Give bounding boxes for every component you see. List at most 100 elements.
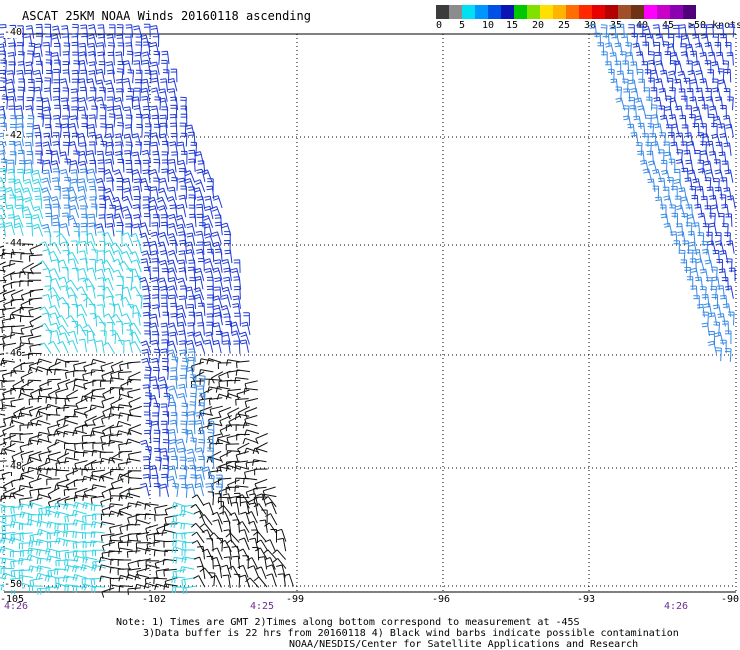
wind-barb: [137, 558, 151, 568]
wind-barb: [694, 276, 704, 291]
wind-barb: [18, 542, 33, 550]
colorbar-swatch: [540, 5, 553, 19]
wind-barb: [653, 41, 661, 56]
wind-barb: [219, 415, 232, 427]
wind-barb: [241, 321, 251, 336]
wind-barb: [179, 349, 188, 363]
wind-barb: [92, 442, 106, 450]
wind-barb: [179, 566, 195, 574]
wind-barb: [161, 529, 177, 536]
wind-barb: [234, 377, 249, 384]
wind-barb: [223, 276, 232, 291]
wind-barb: [180, 185, 187, 200]
wind-barb: [716, 259, 723, 273]
wind-barb: [185, 241, 195, 255]
wind-barb: [109, 24, 116, 38]
wind-barb: [133, 196, 141, 210]
wind-barb: [68, 205, 80, 219]
wind-barb: [692, 34, 701, 48]
wind-barb: [679, 115, 687, 129]
wind-barb: [277, 537, 287, 552]
wind-barb: [38, 387, 53, 397]
wind-barb: [211, 231, 222, 245]
wind-barb: [9, 550, 24, 558]
wind-barb: [221, 294, 231, 308]
wind-barb: [0, 298, 7, 303]
wind-barb: [53, 430, 69, 437]
wind-barb: [86, 267, 97, 281]
wind-barb: [89, 474, 105, 482]
wind-barb: [117, 42, 125, 57]
wind-barb: [226, 450, 241, 457]
wind-barb: [152, 33, 160, 47]
wind-barb: [692, 222, 701, 236]
wind-barb: [97, 24, 106, 38]
colorbar-swatch: [579, 5, 592, 19]
wind-barb: [175, 214, 186, 228]
wind-barb: [37, 406, 52, 416]
wind-barb: [68, 330, 78, 345]
wind-barb: [87, 24, 98, 38]
wind-barb: [134, 519, 150, 526]
wind-barb: [27, 272, 42, 280]
wind-barb: [171, 151, 179, 165]
wind-barb: [128, 487, 142, 496]
wind-barb: [0, 43, 7, 57]
wind-barb: [19, 424, 33, 432]
wind-barb: [170, 313, 179, 327]
time-label-right: 4:26: [664, 601, 689, 612]
wind-barb: [611, 33, 620, 47]
wind-barb: [25, 222, 33, 237]
wind-barb: [144, 69, 152, 84]
wind-barb: [64, 584, 79, 592]
wind-barb: [180, 150, 188, 165]
wind-barb: [148, 196, 159, 210]
wind-barb: [179, 122, 187, 137]
wind-barb: [78, 160, 89, 175]
wind-barb: [145, 446, 152, 461]
wind-barb: [214, 259, 223, 273]
wind-barb: [38, 342, 52, 354]
wind-barb: [216, 466, 232, 473]
colorbar-label-50-knots: >50 knots: [688, 20, 740, 31]
wind-barb: [676, 132, 684, 147]
wind-barb: [651, 114, 660, 128]
wind-barb: [158, 88, 168, 102]
wind-barb: [231, 545, 241, 560]
wind-barb: [625, 51, 635, 66]
wind-barb: [36, 105, 43, 120]
wind-barb: [206, 276, 214, 291]
wind-barb: [81, 583, 97, 591]
wind-barb: [176, 312, 187, 326]
wind-barb: [114, 205, 124, 219]
wind-barb: [224, 231, 231, 245]
wind-barb: [1, 371, 16, 382]
wind-barb: [122, 232, 133, 245]
wind-barb: [0, 369, 7, 372]
wind-barb: [253, 576, 268, 588]
wind-barb: [102, 195, 114, 209]
wind-barb: [167, 285, 178, 299]
wind-barb: [71, 69, 80, 84]
wind-barb: [608, 69, 615, 83]
wind-barb: [41, 312, 52, 326]
wind-barb: [72, 585, 87, 593]
wind-barb: [659, 132, 666, 146]
wind-barb: [35, 419, 51, 427]
wind-barb: [701, 104, 709, 119]
wind-barb: [214, 286, 222, 301]
wind-barb: [152, 267, 160, 282]
wind-barb: [668, 97, 679, 111]
wind-barb: [50, 34, 61, 48]
wind-barb: [81, 424, 96, 432]
wind-barb: [722, 223, 729, 237]
wind-barb: [80, 32, 89, 47]
wind-barb: [8, 105, 16, 120]
wind-barb: [187, 411, 196, 425]
wind-barb: [63, 539, 78, 547]
wind-barb: [13, 188, 25, 202]
wind-barb: [724, 348, 732, 362]
wind-barb: [73, 478, 87, 487]
wind-barb: [237, 494, 251, 506]
wind-barb: [628, 79, 637, 93]
